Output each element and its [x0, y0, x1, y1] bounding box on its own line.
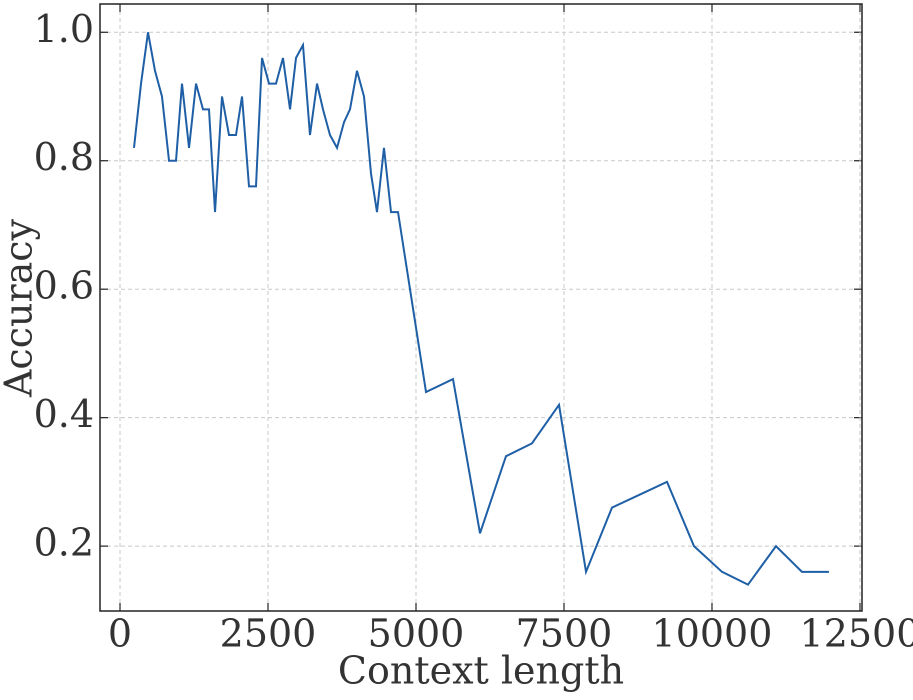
plot-frame — [99, 3, 863, 612]
y-tick-label: 0.8 — [34, 135, 94, 179]
x-tick-label: 2500 — [220, 612, 317, 656]
y-tick-label: 0.6 — [34, 264, 94, 308]
x-tick-label: 12500 — [800, 612, 913, 656]
data-line — [132, 32, 829, 586]
y-tick-label: 1.0 — [34, 7, 94, 51]
y-axis-label: Accuracy — [0, 218, 41, 398]
x-tick-label: 10000 — [652, 612, 773, 656]
x-axis-label: Context length — [338, 649, 624, 693]
x-tick-label: 0 — [108, 612, 132, 656]
y-tick-label: 0.2 — [34, 521, 94, 565]
y-tick-label: 0.4 — [34, 392, 94, 436]
x-tick-label: 5000 — [368, 612, 465, 656]
x-tick-label: 7500 — [516, 612, 613, 656]
